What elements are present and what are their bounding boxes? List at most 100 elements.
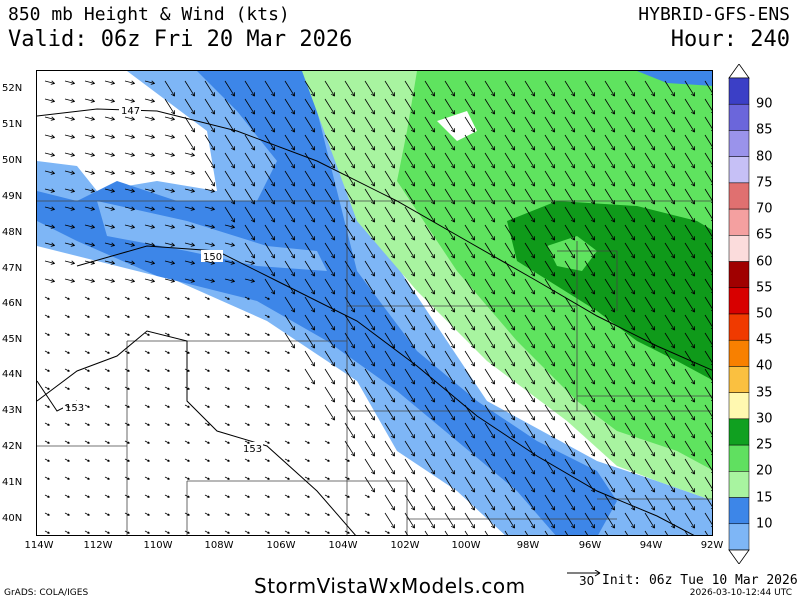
wind-vector	[364, 206, 375, 223]
map-panel[interactable]: 147 150 153 153	[36, 70, 713, 536]
contour-label: 153	[243, 444, 262, 455]
wind-vector	[324, 494, 330, 498]
reference-vector-arrow-icon	[567, 570, 601, 577]
wind-vector	[424, 152, 435, 169]
wind-vector	[464, 278, 475, 295]
wind-vector	[644, 386, 655, 403]
wind-vector	[324, 260, 335, 277]
wind-vector	[624, 494, 635, 511]
wind-vector	[364, 98, 375, 115]
wind-vector	[44, 494, 50, 498]
wind-vector	[104, 242, 115, 247]
wind-vector	[464, 494, 475, 511]
render-timestamp: 2026-03-10-12:44 UTC	[689, 588, 792, 598]
wind-vector	[124, 458, 130, 462]
wind-vector	[84, 116, 95, 121]
wind-vector	[664, 530, 668, 535]
wind-vector	[224, 476, 230, 480]
wind-vector	[384, 368, 395, 385]
wind-vector	[444, 422, 455, 439]
wind-vector	[584, 440, 595, 457]
wind-vector	[224, 512, 230, 516]
wind-vector	[304, 350, 315, 367]
wind-vector	[364, 368, 375, 385]
wind-vector	[324, 188, 335, 205]
wind-vector	[304, 152, 315, 169]
wind-vector	[344, 440, 355, 457]
wind-vector	[104, 476, 110, 480]
wind-vector	[664, 350, 675, 367]
wind-vector	[624, 242, 635, 259]
site-name[interactable]: StormVistaWxModels.com	[254, 574, 526, 598]
wind-vector	[144, 386, 150, 390]
lon-label: 106W	[266, 540, 296, 551]
wind-vector	[704, 512, 712, 528]
wind-vector	[664, 242, 675, 259]
wind-vector	[384, 530, 390, 534]
wind-vector	[244, 386, 250, 390]
colorbar-label: 70	[756, 201, 773, 217]
wind-vector	[564, 206, 575, 223]
wind-vector	[564, 530, 568, 535]
wind-vector	[324, 512, 330, 516]
wind-vector	[464, 170, 475, 187]
wind-vector	[244, 422, 250, 426]
contour-label: 153	[65, 403, 84, 414]
wind-vector	[644, 422, 655, 439]
wind-vector	[184, 530, 190, 534]
wind-vector	[544, 116, 555, 133]
wind-vector	[344, 368, 355, 385]
wind-vector	[684, 80, 695, 97]
wind-vector	[184, 440, 190, 444]
wind-vector	[444, 350, 455, 367]
wind-vector	[304, 170, 315, 187]
wind-vector	[584, 116, 595, 133]
chart-title: 850 mb Height & Wind (kts)	[8, 4, 290, 25]
wind-vector	[364, 260, 375, 277]
wind-vector	[424, 368, 435, 385]
wind-vector	[104, 170, 115, 175]
wind-vector	[64, 134, 75, 139]
wind-vector	[604, 242, 615, 259]
wind-vector	[84, 134, 95, 139]
wind-vector	[144, 476, 150, 480]
wind-vector	[604, 134, 615, 151]
wind-vector	[464, 368, 475, 385]
wind-vector	[84, 530, 90, 534]
wind-vector	[264, 440, 270, 444]
lat-label: 45N	[2, 334, 23, 345]
wind-vector	[124, 152, 135, 157]
wind-vector	[104, 98, 115, 103]
wind-vector	[344, 260, 355, 277]
wind-vector	[404, 242, 415, 259]
wind-vector	[184, 242, 195, 247]
wind-vector	[344, 494, 350, 498]
wind-vector	[384, 350, 395, 367]
wind-vector	[484, 134, 495, 151]
wind-vector	[704, 494, 712, 510]
wind-vector	[704, 530, 708, 535]
wind-vector	[344, 206, 355, 223]
wind-vector	[64, 476, 70, 480]
wind-vector	[704, 332, 712, 348]
colorbar-label: 45	[756, 332, 773, 348]
wind-vector	[84, 314, 90, 318]
wind-vector	[304, 242, 315, 259]
wind-vector	[544, 152, 555, 169]
wind-vector	[264, 476, 270, 480]
wind-vector	[684, 476, 695, 493]
wind-vector	[504, 386, 515, 403]
wind-vector	[104, 134, 115, 139]
wind-vector	[204, 116, 215, 133]
wind-vector	[184, 152, 195, 157]
wind-vector	[704, 278, 712, 294]
wind-vector	[524, 422, 535, 439]
wind-vector	[684, 188, 695, 205]
wind-vector	[524, 476, 535, 493]
wind-vector	[544, 260, 555, 277]
wind-vector	[524, 278, 535, 295]
wind-vector	[44, 170, 55, 175]
wind-vector	[624, 188, 635, 205]
wind-vector	[664, 170, 675, 187]
wind-vector	[604, 206, 615, 223]
